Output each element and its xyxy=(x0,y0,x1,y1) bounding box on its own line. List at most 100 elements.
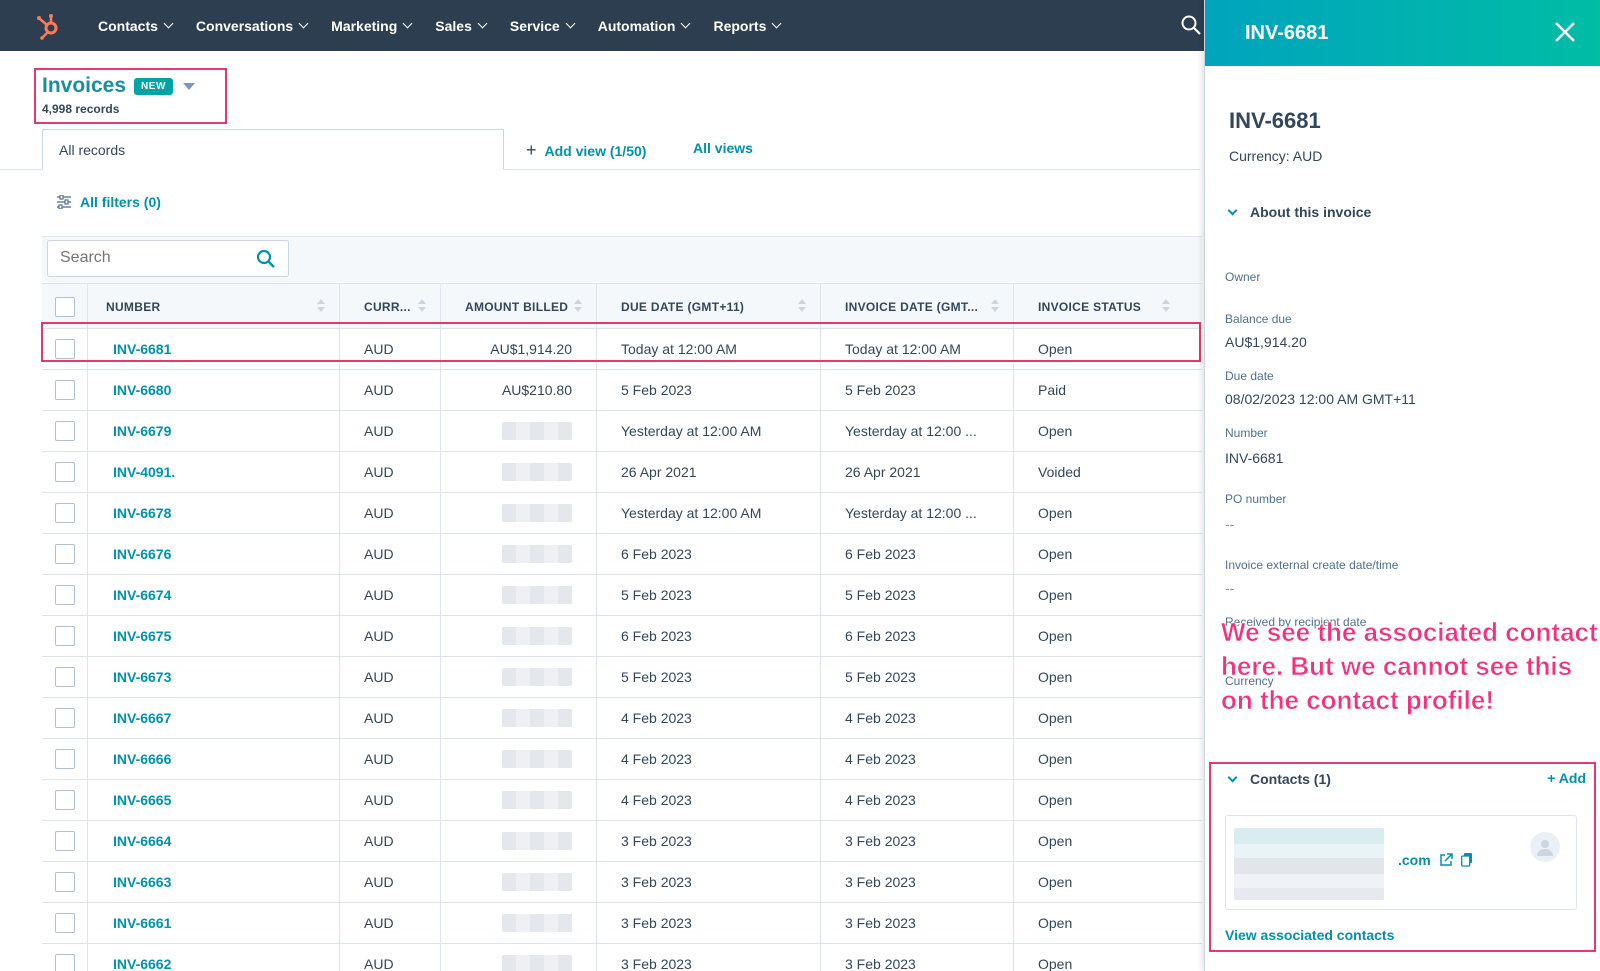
row-checkbox[interactable] xyxy=(54,790,75,810)
nav-conversations[interactable]: Conversations xyxy=(184,0,319,51)
invoice-number-link[interactable]: INV-6674 xyxy=(113,587,172,603)
invoice-number-link[interactable]: INV-4091. xyxy=(113,464,176,480)
table-row[interactable]: INV-6663 AUD 3 Feb 2023 3 Feb 2023 Open xyxy=(42,862,1202,903)
caret-down-icon[interactable] xyxy=(182,82,195,90)
row-checkbox[interactable] xyxy=(54,462,75,482)
nav-sales[interactable]: Sales xyxy=(423,0,498,51)
nav-marketing[interactable]: Marketing xyxy=(319,0,423,51)
due-value: 5 Feb 2023 xyxy=(621,382,692,398)
all-filters-button[interactable]: All filters (0) xyxy=(56,194,161,210)
page-title[interactable]: Invoices NEW xyxy=(42,74,195,98)
view-associated-contacts-link[interactable]: View associated contacts xyxy=(1225,927,1395,943)
cell-currency: AUD xyxy=(340,575,441,615)
row-checkbox[interactable] xyxy=(54,626,75,646)
table-row[interactable]: INV-6675 AUD 6 Feb 2023 6 Feb 2023 Open xyxy=(42,616,1202,657)
row-checkbox[interactable] xyxy=(54,749,75,769)
number-value[interactable]: INV-6681 xyxy=(1225,450,1284,466)
row-checkbox[interactable] xyxy=(54,339,75,359)
external-create-date-value[interactable]: -- xyxy=(1225,580,1235,596)
invoice-number-link[interactable]: INV-6665 xyxy=(113,792,172,808)
row-checkbox[interactable] xyxy=(54,380,75,400)
table-row[interactable]: INV-6667 AUD 4 Feb 2023 4 Feb 2023 Open xyxy=(42,698,1202,739)
contact-card[interactable]: .com xyxy=(1225,815,1577,910)
contact-email-link[interactable]: .com xyxy=(1398,852,1473,868)
external-link-icon[interactable] xyxy=(1439,853,1453,867)
table-row[interactable]: INV-6661 AUD 3 Feb 2023 3 Feb 2023 Open xyxy=(42,903,1202,944)
invoice-number-link[interactable]: INV-6680 xyxy=(113,382,172,398)
invoice-number-link[interactable]: INV-6679 xyxy=(113,423,172,439)
nav-service[interactable]: Service xyxy=(498,0,586,51)
currency-value: AUD xyxy=(364,751,394,767)
cell-currency: AUD xyxy=(340,534,441,574)
about-section-toggle[interactable]: About this invoice xyxy=(1227,204,1371,220)
hubspot-logo-icon[interactable] xyxy=(30,8,66,44)
invoice-number-link[interactable]: INV-6681 xyxy=(113,341,172,357)
table-row[interactable]: INV-6681 AUD AU$1,914.20 Today at 12:00 AM T… xyxy=(42,329,1202,370)
table-row[interactable]: INV-6678 AUD Yesterday at 12:00 AM Yesterda… xyxy=(42,493,1202,534)
nav-contacts[interactable]: Contacts xyxy=(86,0,184,51)
invoice-number-link[interactable]: INV-6673 xyxy=(113,669,172,685)
table-row[interactable]: INV-6673 AUD 5 Feb 2023 5 Feb 2023 Open xyxy=(42,657,1202,698)
row-checkbox[interactable] xyxy=(54,544,75,564)
sort-icon[interactable] xyxy=(418,299,426,313)
table-row[interactable]: INV-6676 AUD 6 Feb 2023 6 Feb 2023 Open xyxy=(42,534,1202,575)
cell-number: INV-6661 xyxy=(88,903,340,943)
invoice-number-link[interactable]: INV-6675 xyxy=(113,628,172,644)
table-row[interactable]: INV-6664 AUD 3 Feb 2023 3 Feb 2023 Open xyxy=(42,821,1202,862)
search-box[interactable] xyxy=(47,240,289,277)
invoice-number-link[interactable]: INV-6678 xyxy=(113,505,172,521)
po-number-value[interactable]: -- xyxy=(1225,516,1235,532)
table-row[interactable]: INV-6665 AUD 4 Feb 2023 4 Feb 2023 Open xyxy=(42,780,1202,821)
row-checkbox[interactable] xyxy=(54,503,75,523)
col-invoice-date[interactable]: INVOICE DATE (GMT... xyxy=(821,284,1014,329)
balance-due-value[interactable]: AU$1,914.20 xyxy=(1225,334,1307,350)
col-due-date[interactable]: DUE DATE (GMT+11) xyxy=(597,284,821,329)
invoice-number-link[interactable]: INV-6661 xyxy=(113,915,172,931)
col-invoice-status[interactable]: INVOICE STATUS xyxy=(1014,284,1202,329)
table-row[interactable]: INV-4091. AUD 26 Apr 2021 26 Apr 2021 Voided xyxy=(42,452,1202,493)
col-number[interactable]: NUMBER xyxy=(88,284,340,329)
copy-icon[interactable] xyxy=(1460,853,1473,867)
row-checkbox[interactable] xyxy=(54,913,75,933)
invoice-number-link[interactable]: INV-6676 xyxy=(113,546,172,562)
search-icon[interactable] xyxy=(256,249,276,269)
sort-icon[interactable] xyxy=(798,299,806,313)
col-amount-billed[interactable]: AMOUNT BILLED xyxy=(441,284,597,329)
invoice-number-link[interactable]: INV-6662 xyxy=(113,956,172,971)
table-row[interactable]: INV-6679 AUD Yesterday at 12:00 AM Yesterda… xyxy=(42,411,1202,452)
table-row[interactable]: INV-6666 AUD 4 Feb 2023 4 Feb 2023 Open xyxy=(42,739,1202,780)
invoice-number-link[interactable]: INV-6666 xyxy=(113,751,172,767)
invoice-number-link[interactable]: INV-6663 xyxy=(113,874,172,890)
close-icon[interactable] xyxy=(1552,19,1578,45)
row-checkbox[interactable] xyxy=(54,708,75,728)
search-input[interactable] xyxy=(60,249,240,267)
row-checkbox[interactable] xyxy=(54,954,75,971)
nav-automation[interactable]: Automation xyxy=(586,0,702,51)
row-checkbox[interactable] xyxy=(54,585,75,605)
page-title-text: Invoices xyxy=(42,74,127,97)
add-view-button[interactable]: + Add view (1/50) xyxy=(526,140,646,161)
sort-icon[interactable] xyxy=(574,299,582,313)
table-row[interactable]: INV-6674 AUD 5 Feb 2023 5 Feb 2023 Open xyxy=(42,575,1202,616)
nav-reports[interactable]: Reports xyxy=(701,0,792,51)
invoice-number-link[interactable]: INV-6667 xyxy=(113,710,172,726)
all-views-link[interactable]: All views xyxy=(693,140,753,156)
select-all-checkbox[interactable] xyxy=(54,296,75,317)
tab-all-records[interactable]: All records xyxy=(42,129,504,170)
contacts-section-toggle[interactable]: Contacts (1) xyxy=(1227,771,1331,787)
table-row[interactable]: INV-6680 AUD AU$210.80 5 Feb 2023 5 Feb 2023… xyxy=(42,370,1202,411)
sort-icon[interactable] xyxy=(991,299,999,313)
row-checkbox[interactable] xyxy=(54,872,75,892)
row-checkbox[interactable] xyxy=(54,667,75,687)
cell-currency: AUD xyxy=(340,616,441,656)
sort-icon[interactable] xyxy=(1162,299,1170,313)
row-checkbox[interactable] xyxy=(54,421,75,441)
col-currency[interactable]: CURR... xyxy=(340,284,441,329)
nav-search-icon[interactable] xyxy=(1180,14,1202,36)
add-contact-button[interactable]: + Add xyxy=(1547,770,1586,786)
sort-icon[interactable] xyxy=(317,299,325,313)
row-checkbox[interactable] xyxy=(54,831,75,851)
invoice-number-link[interactable]: INV-6664 xyxy=(113,833,172,849)
table-row[interactable]: INV-6662 AUD 3 Feb 2023 3 Feb 2023 Open xyxy=(42,944,1202,971)
due-date-value[interactable]: 08/02/2023 12:00 AM GMT+11 xyxy=(1225,391,1416,407)
